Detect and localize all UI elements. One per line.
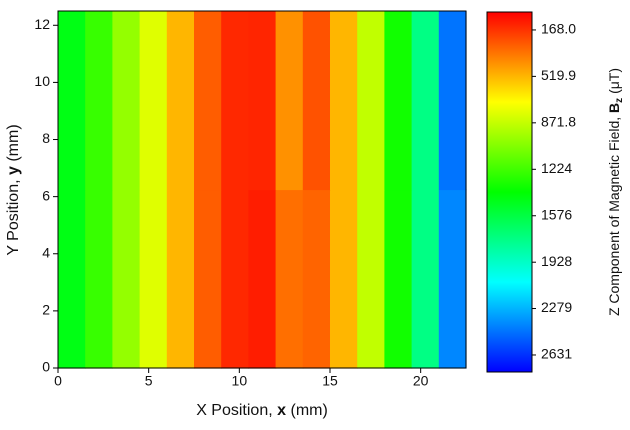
y-tick-label: 0 <box>42 359 50 375</box>
heatmap-cell <box>384 189 413 369</box>
plot-frame <box>57 10 467 369</box>
heatmap <box>58 11 467 369</box>
y-tick-label: 10 <box>34 73 50 89</box>
heatmap-cell <box>112 11 141 191</box>
heatmap-cell <box>438 189 467 369</box>
heatmap-cell <box>275 11 304 191</box>
colorbar-tick-label: 1224 <box>541 160 572 176</box>
heatmap-cell <box>194 11 222 191</box>
x-tick-label: 5 <box>145 373 153 389</box>
heatmap-cell <box>58 11 86 191</box>
heatmap-cell <box>357 189 385 369</box>
heatmap-cell <box>85 189 113 369</box>
y-tick-label: 2 <box>42 302 50 318</box>
heatmap-cell <box>330 11 358 191</box>
heatmap-cell <box>411 11 440 191</box>
colorbar-tick-label: 871.8 <box>541 114 576 130</box>
heatmap-cell <box>166 11 195 191</box>
heatmap-cell <box>438 11 467 191</box>
y-tick-label: 8 <box>42 130 50 146</box>
heatmap-cell <box>248 189 277 369</box>
colorbar <box>486 11 533 373</box>
heatmap-cell <box>139 189 168 369</box>
colorbar-label: Z Component of Magnetic Field, Bz (μT) <box>606 68 625 316</box>
y-axis-label: Y Position, y (mm) <box>5 124 22 255</box>
colorbar-tick-label: 2279 <box>541 299 572 315</box>
x-tick-label: 15 <box>322 373 338 389</box>
colorbar-tick-label: 1576 <box>541 206 572 222</box>
x-axis-label: X Position, x (mm) <box>196 402 328 419</box>
y-tick-label: 12 <box>34 16 50 32</box>
x-tick-label: 10 <box>232 373 248 389</box>
heatmap-cell <box>221 11 249 191</box>
heatmap-cell <box>357 11 385 191</box>
heatmap-cell <box>139 11 168 191</box>
y-tick-label: 6 <box>42 187 50 203</box>
heatmap-cell <box>58 189 86 369</box>
heatmap-cell <box>384 11 413 191</box>
heatmap-cell <box>302 189 331 369</box>
y-tick-label: 4 <box>42 244 50 260</box>
colorbar-tick-label: 2631 <box>541 346 572 362</box>
heatmap-cell <box>194 189 222 369</box>
heatmap-cell <box>166 189 195 369</box>
heatmap-cell <box>330 189 358 369</box>
heatmap-cell <box>112 189 141 369</box>
x-tick-label: 0 <box>54 373 62 389</box>
colorbar-tick-label: 1928 <box>541 253 572 269</box>
heatmap-cell <box>302 11 331 191</box>
heatmap-cell <box>248 11 277 191</box>
x-tick-label: 20 <box>413 373 429 389</box>
heatmap-cell <box>85 11 113 191</box>
heatmap-cell <box>221 189 249 369</box>
heatmap-cell <box>275 189 304 369</box>
heatmap-cell <box>411 189 440 369</box>
colorbar-tick-label: 168.0 <box>541 21 576 37</box>
colorbar-tick-label: 519.9 <box>541 67 576 83</box>
